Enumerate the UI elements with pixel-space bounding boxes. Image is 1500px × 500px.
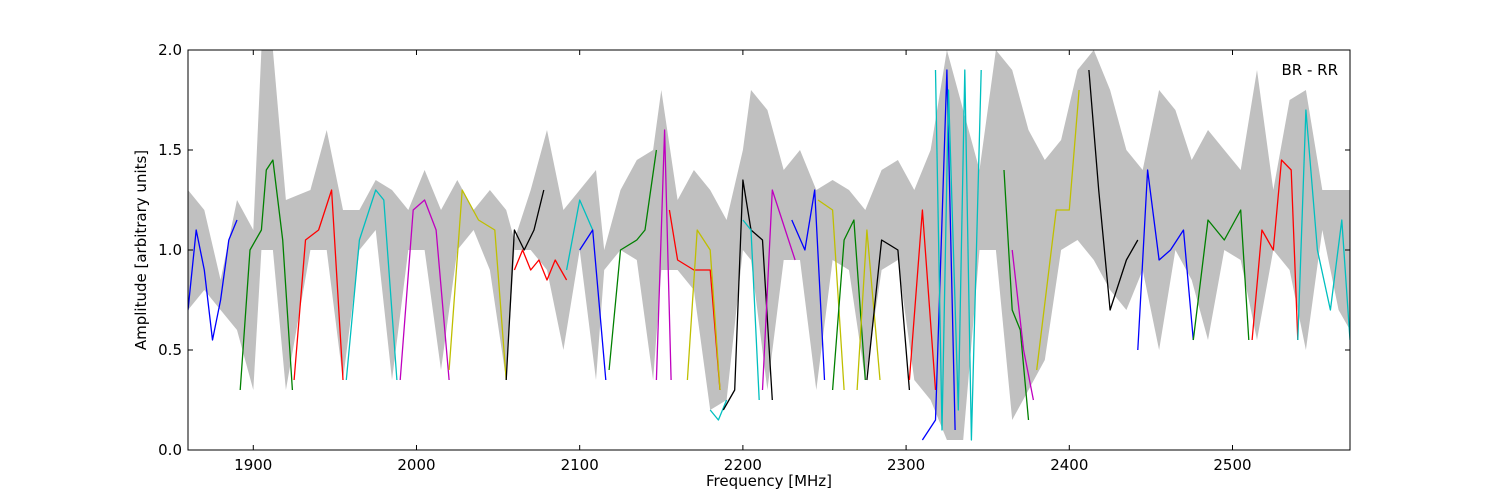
series-segment-26 [1003, 169, 1030, 421]
series-segment-7 [513, 249, 568, 281]
series-segment-30 [1137, 169, 1194, 351]
series-segment-10 [608, 149, 658, 371]
series-segment-25 [934, 69, 982, 441]
series-segment-2 [293, 189, 344, 381]
x-tick-label: 2100 [561, 456, 599, 474]
series-segment-27 [1011, 249, 1035, 401]
series-segment-11 [655, 129, 672, 381]
series-segment-3 [345, 189, 398, 381]
series-segment-31 [1192, 209, 1250, 341]
series-segment-12 [668, 209, 721, 391]
series-segment-1 [239, 159, 294, 391]
series-segment-16 [742, 219, 760, 401]
series-segment-0 [188, 219, 238, 341]
series-segment-15 [722, 179, 773, 411]
series-segment-18 [791, 189, 826, 381]
x-tick-label: 2500 [1213, 456, 1251, 474]
x-tick-label: 2200 [724, 456, 762, 474]
series-segment-13 [686, 229, 721, 391]
series-segment-14 [709, 399, 728, 421]
x-tick-label: 2000 [397, 456, 435, 474]
y-tick-label: 0.5 [158, 341, 182, 359]
series-segment-9 [579, 229, 607, 381]
plot-area [188, 50, 1350, 441]
series-segment-23 [908, 209, 937, 391]
series-segment-19 [817, 199, 845, 391]
y-tick-label: 2.0 [158, 41, 182, 59]
series-segment-24 [921, 69, 956, 441]
y-tick-label: 0.0 [158, 441, 182, 459]
axis-ticks: 1900 2000 2100 2200 2300 2400 2500 0.0 0.5 1.0 1.5… [158, 41, 1350, 474]
series-segment-20 [831, 219, 866, 391]
series-segment-33 [1297, 109, 1350, 341]
x-axis-label: Frequency [MHz] [706, 472, 832, 490]
x-tick-label: 2400 [1050, 456, 1088, 474]
x-tick-label: 2300 [887, 456, 925, 474]
series-segment-5 [448, 189, 507, 381]
series-segment-6 [505, 189, 545, 381]
series-segment-22 [866, 239, 911, 391]
series-segment-17 [761, 189, 796, 391]
series-segment-21 [856, 229, 881, 391]
series-segment-28 [1036, 89, 1080, 371]
x-tick-label: 1900 [234, 456, 272, 474]
series-segment-32 [1251, 159, 1299, 341]
y-tick-label: 1.0 [158, 241, 182, 259]
series-segment-8 [565, 199, 594, 271]
series-segment-4 [399, 199, 450, 381]
chart-annotation: BR - RR [1281, 61, 1338, 79]
y-axis-label: Amplitude [arbitrary units] [132, 150, 150, 350]
y-tick-label: 1.5 [158, 141, 182, 159]
series-segment-29 [1088, 69, 1139, 311]
